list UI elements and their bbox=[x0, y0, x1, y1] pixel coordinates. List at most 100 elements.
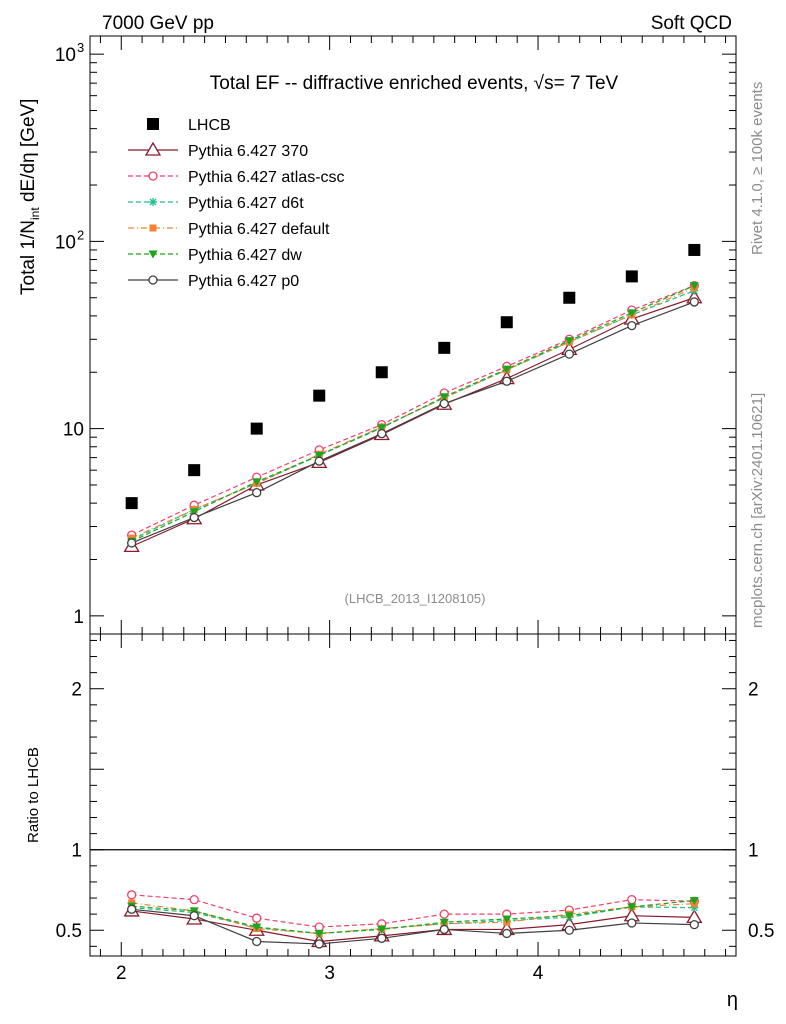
legend-marker bbox=[144, 141, 162, 156]
ratio-point bbox=[252, 923, 262, 932]
legend-marker bbox=[148, 171, 158, 181]
ratio-point bbox=[252, 936, 262, 947]
x-tick-label: 3 bbox=[324, 963, 335, 984]
ratio-y-tick-label-left: 0.5 bbox=[56, 921, 82, 942]
data-point bbox=[252, 488, 262, 498]
ratio-point bbox=[377, 925, 387, 934]
rivet-version-label: Rivet 4.1.0, ≥ 100k events bbox=[749, 82, 766, 255]
main-series-group bbox=[123, 243, 703, 553]
ratio-point bbox=[439, 924, 449, 935]
data-point bbox=[438, 341, 451, 354]
data-point bbox=[377, 428, 387, 439]
series-line bbox=[131, 301, 695, 544]
series-lhcb bbox=[125, 243, 701, 510]
data-point bbox=[564, 349, 574, 359]
data-point bbox=[502, 365, 512, 374]
series-line bbox=[131, 287, 695, 539]
main-axis-ticks bbox=[90, 36, 736, 634]
data-point bbox=[377, 424, 387, 433]
legend-label: LHCB bbox=[188, 117, 231, 134]
legend-item: Pythia 6.427 370 bbox=[128, 141, 308, 160]
data-point bbox=[314, 451, 324, 460]
ratio-y-axis-label: Ratio to LHCB bbox=[25, 747, 42, 843]
ratio-plot-frame bbox=[89, 633, 737, 957]
legend-label: Pythia 6.427 atlas-csc bbox=[188, 169, 345, 186]
legend-label: Pythia 6.427 default bbox=[188, 221, 330, 238]
plot-title-energy: = 7 TeV bbox=[554, 73, 619, 94]
data-point bbox=[127, 538, 137, 548]
data-point bbox=[313, 389, 326, 402]
ratio-point bbox=[189, 895, 199, 905]
series-line bbox=[131, 285, 695, 536]
ratio-series-group bbox=[123, 890, 703, 949]
ratio-point bbox=[127, 890, 137, 900]
ratio-point bbox=[564, 925, 574, 935]
main-plot-frame bbox=[89, 35, 737, 635]
legend-item: Pythia 6.427 d6t bbox=[128, 195, 304, 212]
data-point bbox=[439, 393, 449, 402]
ratio-series-pythia-6-427-dw bbox=[127, 896, 699, 938]
data-point bbox=[252, 478, 262, 487]
data-point bbox=[688, 243, 701, 256]
ratio-series-line bbox=[131, 902, 695, 935]
ratio-point bbox=[689, 896, 699, 905]
legend-label: Pythia 6.427 dw bbox=[188, 247, 302, 264]
data-point bbox=[125, 497, 138, 510]
main-y-tick-exponent: 3 bbox=[77, 40, 84, 55]
y-label-subscript: int bbox=[28, 207, 42, 220]
legend-marker bbox=[149, 198, 157, 206]
ratio-series-pythia-6-427-p0 bbox=[127, 904, 699, 949]
legend-marker bbox=[147, 118, 159, 130]
data-point bbox=[314, 456, 324, 466]
main-y-tick-label: 10 bbox=[63, 420, 84, 441]
main-y-axis-label: Total 1/Nint dE/dη [GeV] bbox=[18, 99, 42, 295]
data-point bbox=[627, 320, 637, 331]
data-point bbox=[502, 376, 512, 386]
ratio-y-tick-label-left: 1 bbox=[71, 841, 82, 862]
series-pythia-6-427-dw bbox=[127, 282, 699, 546]
beam-label: 7000 GeV pp bbox=[102, 13, 214, 34]
legend-item: LHCB bbox=[147, 117, 231, 134]
data-point bbox=[625, 270, 638, 283]
ratio-plot-panel: 0.5 0.5 1 1 2 2 2 3 4 Ratio to LHCB η bbox=[25, 633, 774, 1011]
legend-label: Pythia 6.427 p0 bbox=[188, 273, 299, 290]
ratio-point bbox=[502, 928, 512, 939]
legend-item: Pythia 6.427 default bbox=[128, 221, 330, 238]
ratio-series-line bbox=[131, 910, 695, 943]
main-y-tick-label: 1 bbox=[73, 607, 84, 628]
ratio-point bbox=[127, 904, 137, 914]
ratio-point bbox=[314, 939, 324, 949]
ratio-point bbox=[502, 915, 512, 924]
ratio-x-tick-labels: 2 3 4 bbox=[116, 963, 544, 984]
main-y-tick-label: 10 bbox=[55, 45, 76, 66]
data-point bbox=[188, 464, 201, 477]
legend-marker bbox=[148, 250, 158, 259]
ratio-point bbox=[377, 933, 387, 943]
ratio-y-tick-label-right: 1 bbox=[748, 841, 759, 862]
ratio-point bbox=[689, 919, 699, 930]
legend-marker bbox=[148, 275, 158, 285]
data-point bbox=[250, 422, 263, 435]
ratio-y-tick-label-left: 2 bbox=[71, 680, 82, 701]
ratio-point bbox=[439, 909, 449, 919]
x-axis-label: η bbox=[727, 989, 738, 1011]
data-point bbox=[563, 291, 576, 304]
mcplots-reference-label: mcplots.cern.ch [arXiv:2401.10621] bbox=[749, 393, 766, 628]
ratio-point bbox=[439, 918, 449, 927]
ratio-point bbox=[189, 911, 199, 921]
data-point bbox=[627, 309, 637, 318]
ratio-point bbox=[314, 929, 324, 938]
data-point bbox=[689, 282, 699, 291]
data-point bbox=[375, 366, 388, 379]
series-line bbox=[131, 285, 695, 542]
ratio-point bbox=[627, 918, 637, 928]
data-point bbox=[439, 398, 449, 409]
series-pythia-6-427-atlas-csc bbox=[127, 281, 699, 540]
legend: LHCB Pythia 6.427 370 Pythia 6.427 atlas-c… bbox=[128, 117, 345, 290]
ratio-series-line bbox=[131, 899, 695, 935]
plot-title-main: Total EF -- diffractive enriched events, bbox=[210, 73, 534, 94]
ratio-series-line bbox=[131, 894, 695, 928]
